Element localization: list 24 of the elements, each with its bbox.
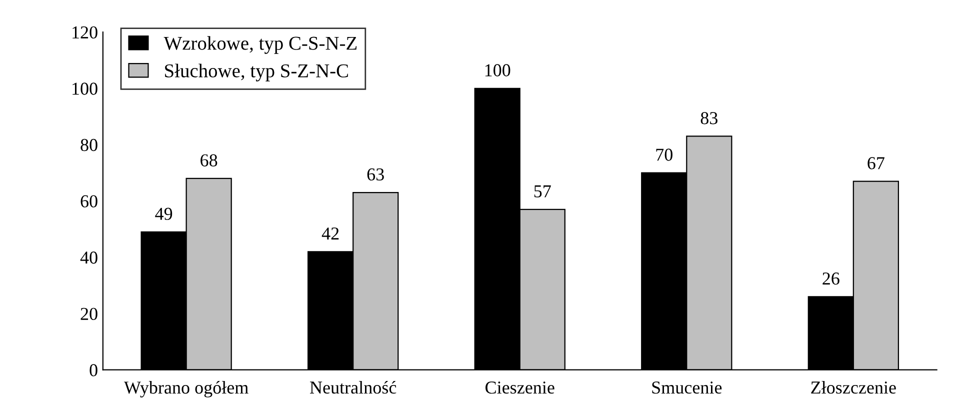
data-label: 68 (200, 154, 218, 166)
data-label: 83 (700, 112, 718, 124)
x-tick-label: Smucenie (652, 382, 722, 394)
data-label: 57 (534, 185, 551, 198)
legend-label: Słuchowe, typ S-Z-N-C (165, 64, 348, 82)
y-tick-label: 120 (72, 26, 98, 39)
data-label: 100 (485, 64, 510, 76)
y-tick-label: 20 (80, 308, 98, 320)
data-label: 26 (822, 272, 840, 285)
x-tick-label: Wybrano ogółem (124, 380, 248, 398)
data-label: 70 (656, 148, 672, 161)
data-label: 49 (155, 208, 172, 220)
y-tick-label: 60 (80, 195, 98, 208)
y-tick-label: 40 (80, 252, 98, 264)
y-tick-label: 80 (80, 138, 98, 152)
x-tick-label: Złoszczenie (811, 380, 896, 394)
x-tick-label: Cieszenie (486, 382, 554, 394)
y-tick-label: 100 (72, 82, 98, 95)
data-label: 67 (868, 157, 884, 170)
legend-label: Wzrokowe, typ C-S-N-Z (164, 36, 357, 54)
data-label: 63 (367, 168, 384, 181)
data-label: 42 (322, 228, 339, 240)
x-tick-label: Neutralność (310, 380, 396, 394)
y-tick-label: 0 (90, 364, 98, 376)
